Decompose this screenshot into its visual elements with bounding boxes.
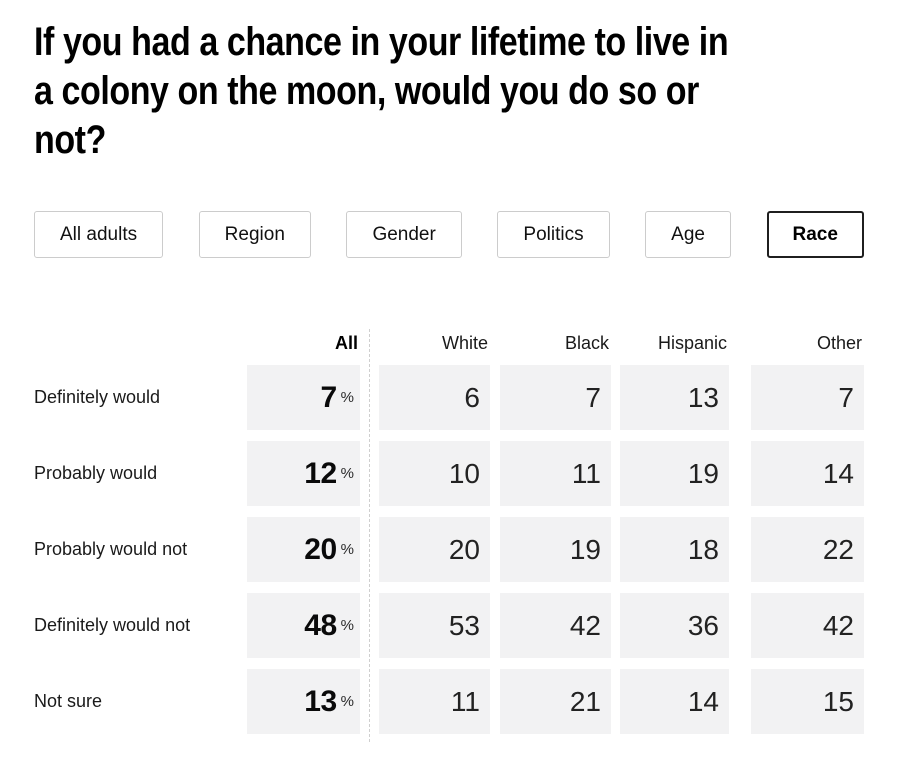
cell-white-value: 11	[379, 669, 490, 734]
value-number: 14	[687, 685, 719, 717]
filter-tab-region[interactable]: Region	[198, 211, 311, 258]
all-percent-number: 20	[304, 532, 337, 566]
cell-white-value: 6	[379, 365, 490, 430]
title-line: a colony on the moon, would you do so or	[34, 69, 699, 113]
cell-white-value: 20	[379, 517, 490, 582]
cell-black-value: 11	[500, 441, 611, 506]
value-number: 21	[569, 685, 601, 717]
column-header-all: All	[334, 333, 358, 353]
all-percent-number: 13	[304, 684, 337, 718]
row-label: Not sure	[34, 691, 103, 711]
title-line: not?	[34, 118, 106, 162]
value-number: 42	[822, 609, 854, 641]
cell-all-value: 48 %	[247, 593, 360, 658]
value-number: 11	[571, 457, 601, 489]
column-header-hispanic: Hispanic	[657, 333, 727, 353]
value-number: 14	[822, 457, 854, 489]
value-number: 11	[450, 685, 480, 717]
cell-other-value: 42	[751, 593, 864, 658]
table-row-not-sure: Not sure 13 % 11 21 14 15	[34, 669, 864, 734]
value-number: 7	[838, 381, 854, 413]
table-row-definitely-would-not: Definitely would not 48 % 53 42 36 42	[34, 593, 864, 658]
cell-other-value: 22	[751, 517, 864, 582]
value-number: 18	[687, 533, 719, 565]
poll-results-page: If you had a chance in your lifetime to …	[34, 18, 864, 742]
title-line: If you had a chance in your lifetime to …	[34, 20, 729, 64]
cell-all-value: 12 %	[247, 441, 360, 506]
value-number: 13	[687, 381, 719, 413]
cell-black-value: 21	[500, 669, 611, 734]
cell-other-value: 7	[751, 365, 864, 430]
filter-tab-age[interactable]: Age	[645, 211, 731, 258]
cell-white-value: 53	[379, 593, 490, 658]
value-number: 42	[569, 609, 601, 641]
all-percent-number: 12	[304, 456, 337, 490]
cell-all-value: 20 %	[247, 517, 360, 582]
cell-black-value: 42	[500, 593, 611, 658]
table-row-probably-would: Probably would 12 % 10 11 19 14	[34, 441, 864, 506]
column-header-black: Black	[564, 333, 609, 353]
filter-tab-politics[interactable]: Politics	[497, 211, 610, 258]
filter-tab-race[interactable]: Race	[766, 211, 864, 258]
table-row-definitely-would: Definitely would 7 % 6 7 13 7	[34, 365, 864, 430]
value-number: 19	[569, 533, 601, 565]
value-number: 7	[585, 381, 601, 413]
percent-sign: %	[340, 389, 354, 406]
row-label: Probably would	[34, 463, 158, 483]
results-table: All White Black Hispanic Other Definitel…	[34, 327, 864, 742]
value-number: 53	[448, 609, 480, 641]
cell-hispanic-value: 13	[620, 365, 729, 430]
value-number: 20	[448, 533, 480, 565]
cell-other-value: 15	[751, 669, 864, 734]
all-column-divider	[369, 329, 370, 742]
all-percent-number: 7	[320, 380, 337, 414]
demographic-filter-bar: All adults Region Gender Politics Age Ra…	[34, 211, 864, 258]
cell-all-value: 7 %	[247, 365, 360, 430]
table-header-row: All White Black Hispanic Other	[34, 327, 864, 352]
poll-question-title: If you had a chance in your lifetime to …	[34, 18, 864, 165]
row-label: Probably would not	[34, 539, 188, 559]
percent-sign: %	[340, 541, 354, 558]
value-number: 19	[687, 457, 719, 489]
filter-tab-gender[interactable]: Gender	[346, 211, 462, 258]
cell-black-value: 19	[500, 517, 611, 582]
value-number: 10	[448, 457, 480, 489]
table-row-probably-would-not: Probably would not 20 % 20 19 18 22	[34, 517, 864, 582]
value-number: 6	[464, 381, 480, 413]
all-percent-number: 48	[304, 608, 337, 642]
cell-other-value: 14	[751, 441, 864, 506]
cell-white-value: 10	[379, 441, 490, 506]
value-number: 22	[822, 533, 854, 565]
value-number: 15	[822, 685, 854, 717]
cell-black-value: 7	[500, 365, 611, 430]
percent-sign: %	[340, 617, 354, 634]
column-header-white: White	[441, 333, 488, 353]
value-number: 36	[687, 609, 719, 641]
filter-tab-all-adults[interactable]: All adults	[34, 211, 164, 258]
percent-sign: %	[340, 693, 354, 710]
row-label: Definitely would	[34, 387, 161, 407]
cell-hispanic-value: 19	[620, 441, 729, 506]
percent-sign: %	[340, 465, 354, 482]
cell-all-value: 13 %	[247, 669, 360, 734]
cell-hispanic-value: 18	[620, 517, 729, 582]
row-label: Definitely would not	[34, 615, 191, 635]
cell-hispanic-value: 14	[620, 669, 729, 734]
cell-hispanic-value: 36	[620, 593, 729, 658]
column-header-other: Other	[816, 333, 862, 353]
